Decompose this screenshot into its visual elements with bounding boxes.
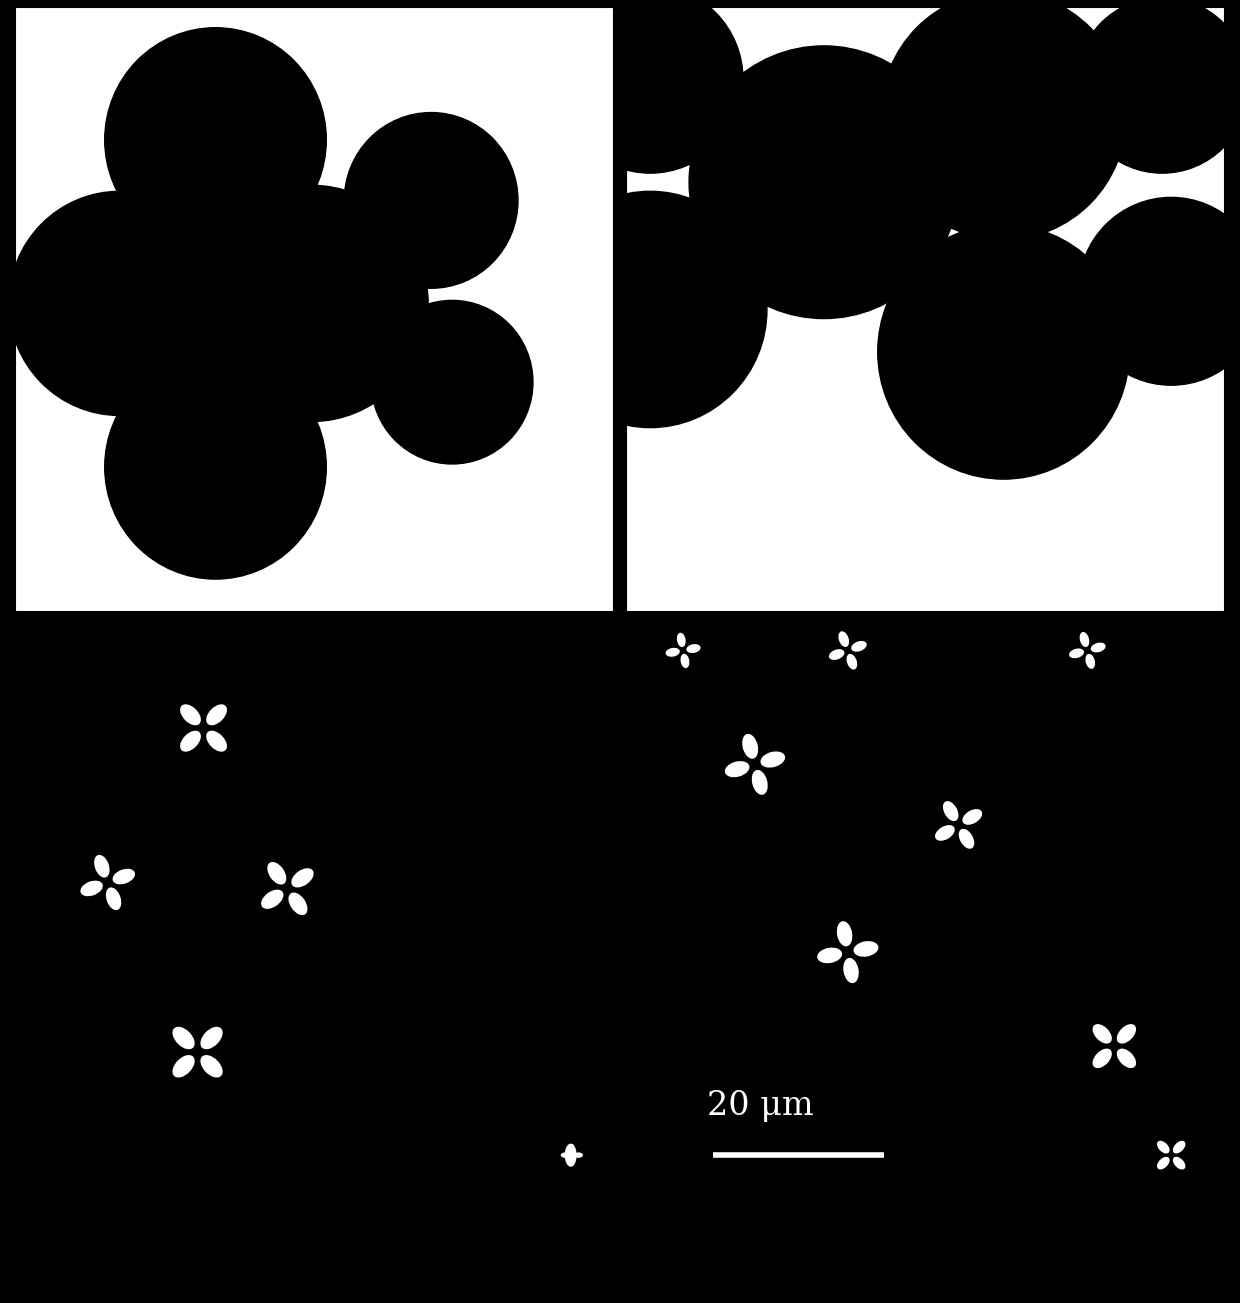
Ellipse shape bbox=[1091, 642, 1106, 653]
Ellipse shape bbox=[206, 731, 227, 752]
Ellipse shape bbox=[180, 705, 201, 726]
Ellipse shape bbox=[172, 1027, 195, 1049]
Text: （b）: （b） bbox=[888, 1252, 963, 1294]
Ellipse shape bbox=[1173, 1140, 1185, 1153]
Ellipse shape bbox=[94, 855, 109, 877]
Ellipse shape bbox=[560, 1152, 569, 1158]
Ellipse shape bbox=[201, 1055, 223, 1078]
Ellipse shape bbox=[574, 1152, 583, 1158]
Ellipse shape bbox=[843, 958, 859, 984]
Circle shape bbox=[878, 224, 1130, 480]
Ellipse shape bbox=[935, 825, 955, 840]
Circle shape bbox=[195, 185, 428, 422]
Ellipse shape bbox=[569, 1144, 574, 1153]
Ellipse shape bbox=[1092, 1024, 1112, 1044]
Ellipse shape bbox=[942, 801, 959, 821]
Ellipse shape bbox=[113, 869, 135, 885]
Circle shape bbox=[1075, 0, 1240, 173]
Text: 20 μm: 20 μm bbox=[707, 1089, 813, 1122]
Circle shape bbox=[533, 192, 768, 427]
Ellipse shape bbox=[828, 649, 844, 659]
Ellipse shape bbox=[180, 731, 201, 752]
Ellipse shape bbox=[851, 641, 867, 652]
Ellipse shape bbox=[681, 654, 689, 668]
Ellipse shape bbox=[81, 881, 103, 896]
Ellipse shape bbox=[760, 752, 785, 767]
Text: （a）: （a） bbox=[277, 1252, 352, 1294]
Ellipse shape bbox=[847, 654, 857, 670]
Ellipse shape bbox=[1117, 1024, 1136, 1044]
Ellipse shape bbox=[172, 1055, 195, 1078]
Ellipse shape bbox=[1117, 1049, 1136, 1068]
Ellipse shape bbox=[289, 893, 308, 915]
Ellipse shape bbox=[1157, 1157, 1169, 1170]
Ellipse shape bbox=[751, 770, 768, 795]
Ellipse shape bbox=[962, 809, 982, 825]
Ellipse shape bbox=[564, 1144, 577, 1166]
Ellipse shape bbox=[743, 734, 758, 758]
Circle shape bbox=[880, 0, 1126, 240]
Ellipse shape bbox=[1092, 1049, 1112, 1068]
Ellipse shape bbox=[666, 648, 680, 657]
Circle shape bbox=[689, 46, 959, 318]
Ellipse shape bbox=[1157, 1140, 1169, 1153]
Ellipse shape bbox=[201, 1027, 223, 1049]
Ellipse shape bbox=[262, 890, 284, 909]
Ellipse shape bbox=[687, 644, 701, 653]
Circle shape bbox=[371, 301, 533, 464]
Ellipse shape bbox=[105, 887, 122, 909]
Circle shape bbox=[557, 0, 743, 173]
Ellipse shape bbox=[1069, 649, 1084, 658]
Circle shape bbox=[104, 27, 326, 251]
Ellipse shape bbox=[959, 829, 975, 848]
Ellipse shape bbox=[1080, 632, 1089, 648]
Ellipse shape bbox=[837, 921, 852, 946]
Ellipse shape bbox=[1173, 1157, 1185, 1170]
Ellipse shape bbox=[268, 863, 286, 885]
Ellipse shape bbox=[569, 1157, 574, 1166]
Ellipse shape bbox=[725, 761, 749, 778]
Circle shape bbox=[104, 354, 326, 579]
Ellipse shape bbox=[291, 868, 314, 887]
Circle shape bbox=[1079, 197, 1240, 386]
Circle shape bbox=[345, 112, 518, 288]
Ellipse shape bbox=[853, 941, 878, 956]
Ellipse shape bbox=[838, 631, 849, 648]
Ellipse shape bbox=[677, 633, 686, 648]
Ellipse shape bbox=[206, 705, 227, 726]
Circle shape bbox=[9, 192, 231, 416]
Ellipse shape bbox=[1085, 654, 1095, 668]
Ellipse shape bbox=[817, 947, 842, 963]
